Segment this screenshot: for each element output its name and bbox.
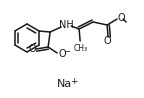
Text: O: O	[58, 49, 66, 59]
Text: NH: NH	[59, 20, 73, 30]
Text: O: O	[117, 13, 125, 23]
Text: O: O	[103, 36, 111, 46]
Text: +: +	[70, 78, 78, 87]
Text: Na: Na	[57, 79, 73, 89]
Text: −: −	[64, 47, 71, 56]
Text: O: O	[28, 44, 36, 54]
Text: CH₃: CH₃	[74, 44, 88, 53]
